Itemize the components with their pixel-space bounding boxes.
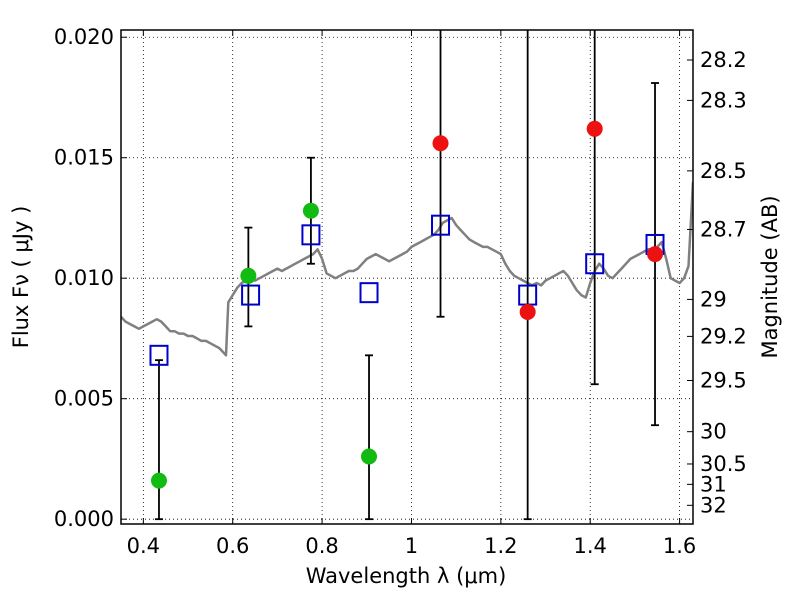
red-point-marker (432, 135, 449, 152)
plot-frame (120, 29, 694, 525)
mag-tick-label: 29.2 (700, 324, 747, 348)
mag-tick-label: 30.5 (700, 452, 747, 476)
model-box-marker (585, 253, 605, 275)
mag-tick-label: 30 (700, 420, 727, 444)
grid (121, 30, 693, 524)
mag-tick-label: 28.7 (700, 217, 747, 241)
green-point-marker (361, 448, 378, 465)
y-tick-label: 0.000 (54, 507, 114, 531)
template-spectrum-line (121, 181, 693, 357)
y-tick-label: 0.005 (54, 387, 114, 411)
green-point-marker (150, 472, 167, 489)
mag-tick-label: 31 (700, 472, 727, 496)
x-tick-label: 1.6 (663, 534, 696, 558)
mag-tick-label: 32 (700, 493, 727, 517)
x-axis-label: Wavelength λ (μm) (306, 564, 507, 588)
mag-tick-label: 28.2 (700, 48, 747, 72)
mag-tick-label: 29 (700, 287, 727, 311)
y-axis-label: Flux Fν ( μJy ) (9, 206, 33, 349)
model-box-marker (241, 284, 261, 306)
model-box-marker (359, 282, 379, 304)
mag-tick-label: 29.5 (700, 369, 747, 393)
y-tick-label: 0.010 (54, 266, 114, 290)
x-tick-label: 1.4 (574, 534, 607, 558)
mag-tick-label: 28.5 (700, 159, 747, 183)
x-tick-label: 1.2 (484, 534, 517, 558)
model-box-marker (149, 344, 169, 366)
y2-axis-label: Magnitude (AB) (758, 195, 782, 358)
axes-frame (120, 29, 694, 525)
red-point-marker (519, 303, 536, 320)
x-tick-label: 0.4 (127, 534, 160, 558)
x-tick-label: 1 (405, 534, 418, 558)
red-point-marker (586, 120, 603, 137)
mag-tick-label: 28.3 (700, 88, 747, 112)
x-tick-label: 0.8 (305, 534, 338, 558)
tick-labels: 0.4 0.6 0.8 1 1.2 1.4 1.6 0.000 0.005 0.010 0.015 0… (54, 25, 747, 558)
green-point-marker (240, 267, 257, 284)
model-box-marker (301, 224, 321, 246)
y-tick-label: 0.015 (54, 146, 114, 170)
plot-area (121, 30, 693, 521)
x-tick-label: 0.6 (216, 534, 249, 558)
red-point-marker (647, 246, 664, 263)
y-tick-label: 0.020 (54, 25, 114, 49)
model-box-marker (431, 214, 451, 236)
green-point-marker (302, 202, 319, 219)
